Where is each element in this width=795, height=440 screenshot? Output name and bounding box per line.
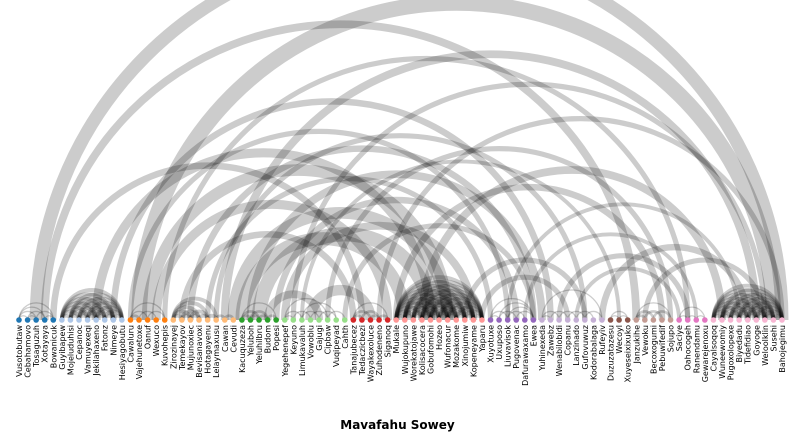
node-dot	[659, 317, 665, 323]
node-dot	[445, 317, 451, 323]
node-dot	[316, 317, 322, 323]
node-dot	[531, 317, 537, 323]
node-dot	[736, 317, 742, 323]
node-dot	[153, 317, 159, 323]
node-dot	[573, 317, 579, 323]
node-dot	[68, 317, 74, 323]
node-dot	[213, 317, 219, 323]
node-dot	[376, 317, 382, 323]
node-dot	[16, 317, 22, 323]
node-dot	[248, 317, 254, 323]
node-dot	[728, 317, 734, 323]
node-dot	[205, 317, 211, 323]
node-dot	[265, 317, 271, 323]
node-dot	[522, 317, 528, 323]
node-dot	[711, 317, 717, 323]
node-dot	[762, 317, 768, 323]
node-dot	[402, 317, 408, 323]
node-dot	[351, 317, 357, 323]
node-dot	[591, 317, 597, 323]
arcs-layer	[19, 0, 782, 320]
chart-title: Mavafahu Sowey	[0, 418, 795, 432]
node-dot	[582, 317, 588, 323]
node-dot	[385, 317, 391, 323]
node-dot	[188, 317, 194, 323]
node-dot	[479, 317, 485, 323]
node-dot	[119, 317, 125, 323]
node-dot	[76, 317, 82, 323]
node-dot	[291, 317, 297, 323]
node-dot	[462, 317, 468, 323]
node-dot	[162, 317, 168, 323]
node-dot	[33, 317, 39, 323]
node-dot	[111, 317, 117, 323]
node-dot	[702, 317, 708, 323]
node-dot	[25, 317, 31, 323]
node-dot	[419, 317, 425, 323]
node-dot	[453, 317, 459, 323]
node-dot	[745, 317, 751, 323]
node-dot	[239, 317, 245, 323]
node-dot	[565, 317, 571, 323]
node-dot	[625, 317, 631, 323]
node-dot	[436, 317, 442, 323]
node-dot	[102, 317, 108, 323]
node-dot	[59, 317, 65, 323]
node-dot	[42, 317, 48, 323]
node-dot	[668, 317, 674, 323]
node-dot	[136, 317, 142, 323]
node-dot	[496, 317, 502, 323]
node-dot	[299, 317, 305, 323]
node-dot	[471, 317, 477, 323]
node-dot	[548, 317, 554, 323]
node-dot	[231, 317, 237, 323]
node-dot	[196, 317, 202, 323]
node-dot	[676, 317, 682, 323]
node-dot	[753, 317, 759, 323]
node-dot	[325, 317, 331, 323]
labels-layer: Vusotobutaw Cebahamovo Tosaguzuh Xotayaya Bo…	[15, 324, 787, 386]
node-dot	[505, 317, 511, 323]
node-dot	[93, 317, 99, 323]
node-dot	[608, 317, 614, 323]
node-dot	[368, 317, 374, 323]
node-dot	[539, 317, 545, 323]
node-dot	[393, 317, 399, 323]
node-dot	[693, 317, 699, 323]
node-dot	[171, 317, 177, 323]
node-dot	[282, 317, 288, 323]
node-dot	[599, 317, 605, 323]
node-dot	[273, 317, 279, 323]
node-dot	[85, 317, 91, 323]
node-dot	[779, 317, 785, 323]
node-dot	[556, 317, 562, 323]
node-dot	[333, 317, 339, 323]
node-dot	[488, 317, 494, 323]
node-dot	[359, 317, 365, 323]
node-dot	[179, 317, 185, 323]
node-dot	[342, 317, 348, 323]
node-dot	[128, 317, 134, 323]
node-dot	[771, 317, 777, 323]
node-label: Bahojegimu	[778, 325, 787, 373]
node-dot	[428, 317, 434, 323]
node-dot	[513, 317, 519, 323]
node-dot	[651, 317, 657, 323]
node-dot	[616, 317, 622, 323]
node-dot	[308, 317, 314, 323]
node-dot	[411, 317, 417, 323]
node-dot	[50, 317, 56, 323]
node-dot	[633, 317, 639, 323]
node-dot	[685, 317, 691, 323]
node-dot	[642, 317, 648, 323]
node-dot	[145, 317, 151, 323]
node-dot	[719, 317, 725, 323]
node-dot	[222, 317, 228, 323]
node-dot	[256, 317, 262, 323]
link-arc	[679, 307, 705, 320]
